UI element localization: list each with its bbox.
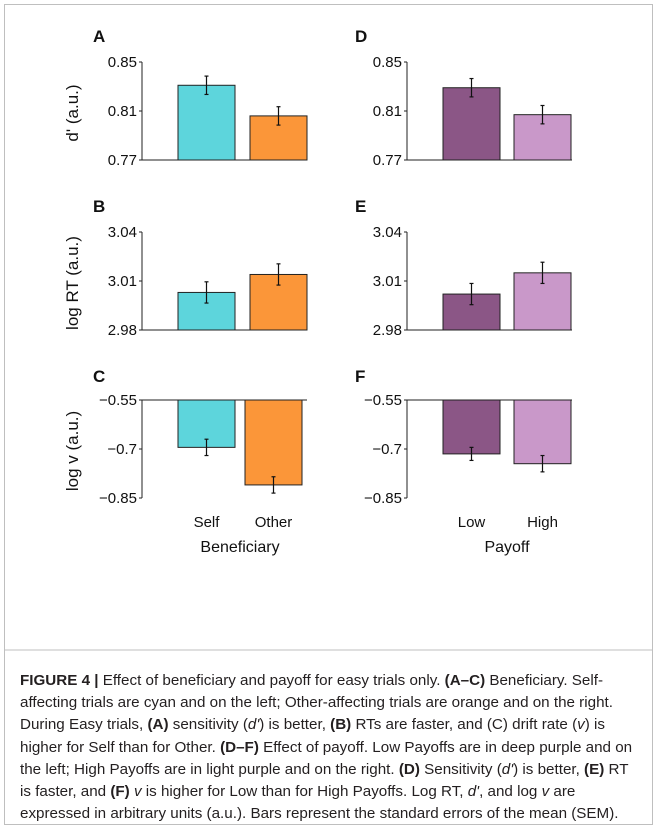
caption-figure-label: FIGURE 4 | [20, 672, 99, 689]
panel-d-y-tick-label: 0.77 [373, 152, 402, 169]
panel-a-y-tick-label: 0.85 [108, 54, 137, 71]
caption-segment: ) is higher for Self than for Other. [20, 716, 605, 756]
caption-panel-ref: (D–F) [220, 738, 259, 756]
caption-segment: ) is better, [259, 716, 331, 734]
panel-a-y-tick-label: 0.77 [108, 152, 137, 169]
caption-segment: sensitivity ( [168, 716, 248, 734]
caption-segment: Effect of payoff. Low Payoffs are in dee… [20, 738, 633, 778]
caption-segment: Beneficiary. Self-affecting trials are c… [20, 672, 613, 734]
panel-c-x-tick-label: Self [194, 514, 221, 531]
caption-italic: v [133, 783, 142, 801]
panel-b-y-tick-label: 2.98 [108, 322, 137, 339]
caption-panel-ref: (E) [584, 760, 605, 778]
figure-caption: FIGURE 4 | Effect of beneficiary and pay… [20, 670, 642, 825]
caption-panel-ref: (B) [330, 716, 352, 734]
panel-c-y-tick-label: −0.7 [107, 441, 137, 458]
caption-italic: v [541, 783, 550, 801]
panel-a-y-axis-label: d' (a.u.) [63, 84, 82, 141]
caption-panel-ref: (F) [110, 783, 130, 801]
panel-d-bar-low [442, 87, 501, 161]
panel-e-y-tick-label: 3.04 [373, 224, 402, 241]
panel-b-y-tick-label: 3.04 [108, 224, 137, 241]
caption-panel-ref: (A) [147, 716, 169, 734]
panel-e-letter: E [355, 197, 366, 216]
panel-c-x-tick-label: Other [255, 514, 293, 531]
panel-f-bar-high [513, 399, 572, 465]
panel-b-y-tick-label: 3.01 [108, 273, 137, 290]
caption-panel-ref: (A–C) [444, 672, 486, 689]
panel-c-bar-other [244, 399, 303, 486]
panel-f-x-tick-label: Low [458, 514, 486, 531]
caption-segment: , and log [479, 783, 542, 801]
panel-f-x-axis-label: Payoff [484, 539, 530, 556]
caption-italic: d' [247, 716, 260, 734]
panel-a-letter: A [93, 27, 105, 46]
caption-italic: d' [501, 760, 514, 778]
panel-e-y-tick-label: 3.01 [373, 273, 402, 290]
caption-segment: is higher for Low than for High Payoffs.… [141, 783, 468, 801]
panel-c-y-tick-label: −0.85 [99, 490, 137, 507]
caption-italic: v [577, 716, 585, 734]
panel-f-y-tick-label: −0.55 [364, 392, 402, 409]
caption-segment: Sensitivity ( [419, 760, 502, 778]
caption-segment: RT is faster, and [20, 760, 629, 801]
caption-segment: are expressed in arbitrary units (a.u.).… [20, 783, 619, 823]
panel-f-bar-low [442, 399, 501, 455]
panel-d-y-tick-label: 0.81 [373, 103, 402, 120]
panel-a-bar-self [177, 84, 236, 161]
caption-segment: ) is better, [513, 760, 585, 778]
panel-f-letter: F [355, 367, 365, 386]
caption-italic: d' [467, 783, 480, 801]
panel-c-y-axis-label: log v (a.u.) [63, 411, 82, 491]
panel-b-letter: B [93, 197, 105, 216]
panel-b-y-axis-label: log RT (a.u.) [63, 236, 82, 330]
panel-c-x-axis-label: Beneficiary [200, 539, 279, 556]
caption-segment: RTs are faster, and (C) drift rate ( [351, 716, 578, 734]
panel-d-y-tick-label: 0.85 [373, 54, 402, 71]
panel-f-y-tick-label: −0.7 [372, 441, 402, 458]
panel-d-letter: D [355, 27, 367, 46]
panel-e-y-tick-label: 2.98 [373, 322, 402, 339]
panel-c-letter: C [93, 367, 105, 386]
caption-panel-ref: (D) [398, 760, 420, 778]
panel-c-y-tick-label: −0.55 [99, 392, 137, 409]
panel-f-y-tick-label: −0.85 [364, 490, 402, 507]
panel-a-y-tick-label: 0.81 [108, 103, 137, 120]
panel-f-x-tick-label: High [527, 514, 558, 531]
caption-segment: Effect of beneficiary and payoff for eas… [98, 672, 445, 689]
